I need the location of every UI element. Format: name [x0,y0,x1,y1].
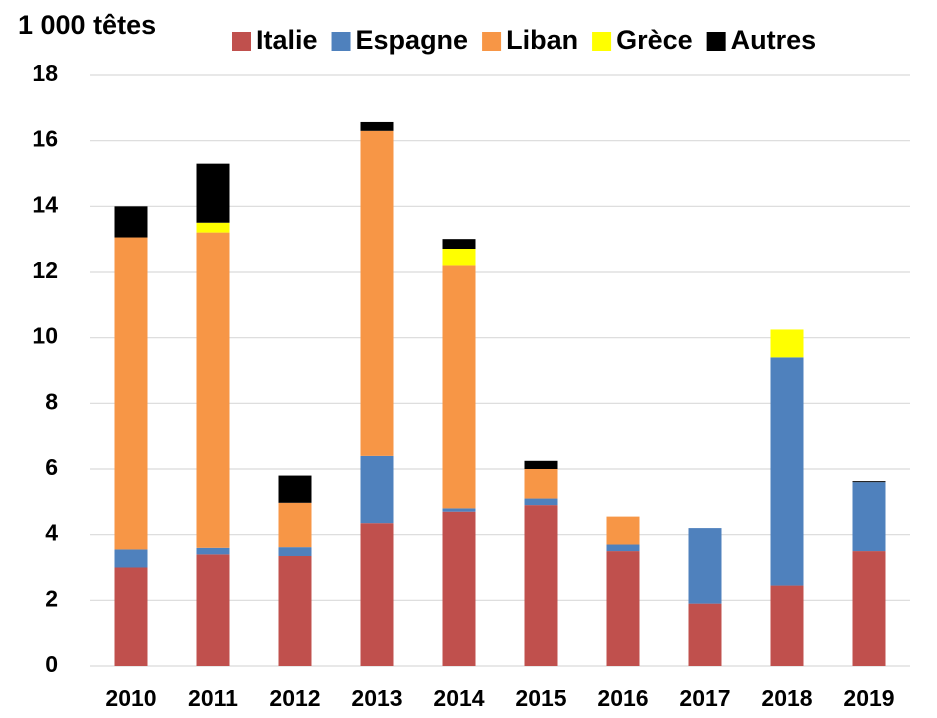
legend-swatch [482,32,502,51]
legend-swatch [232,32,251,51]
bar-segment [196,547,230,555]
bar-segment [196,222,230,233]
bar-segment [524,460,558,469]
bar-segment [770,329,804,358]
y-tick-label: 10 [32,323,58,349]
y-tick-label: 12 [32,257,58,283]
legend-swatch [592,32,612,51]
y-tick-label: 6 [45,454,58,480]
legend-swatch [706,32,726,51]
bar-segment [442,239,476,250]
legend-label: Autres [731,25,817,55]
x-tick-label: 2014 [433,685,484,711]
bar-segment [278,502,312,548]
bar-segment [360,121,394,131]
bar-segment [770,357,804,586]
x-tick-label: 2018 [761,685,812,711]
bar-segment [770,585,804,666]
bar-segment [442,249,476,266]
bar-segment [196,232,230,548]
x-tick-label: 2016 [597,685,648,711]
bar-segment [114,206,148,238]
y-tick-label: 16 [32,126,58,152]
y-axis-label: 1 000 têtes [18,10,156,40]
bar-segment [114,567,148,666]
bar-segment [442,265,476,509]
bar-segment [278,475,312,503]
y-tick-label: 0 [45,651,58,677]
legend: Italie Espagne Liban Grèce Autres [232,25,816,55]
x-tick-label: 2010 [105,685,156,711]
bar-segment [442,508,476,512]
bar-segment [196,554,230,666]
bar-segment [524,498,558,506]
y-tick-label: 18 [32,60,58,86]
bar-segment [360,455,394,524]
x-tick-label: 2017 [679,685,730,711]
bar-segment [852,481,886,483]
legend-label: Italie [256,25,318,55]
legend-swatch [331,32,351,51]
x-tick-label: 2015 [515,685,566,711]
legend-label: Espagne [356,25,469,55]
bar-segment [606,551,640,666]
bar-segment [606,544,640,552]
legend-label: Grèce [616,25,693,55]
x-tick-label: 2013 [351,685,402,711]
y-tick-label: 4 [45,520,58,546]
x-tick-label: 2019 [843,685,894,711]
bar-segment [114,549,148,568]
bar-segment [688,603,722,666]
bar-segment [524,505,558,666]
bar-segment [278,547,312,557]
y-tick-label: 14 [32,191,58,217]
bar-segment [442,511,476,666]
x-tick-label: 2012 [269,685,320,711]
bar-segment [688,528,722,604]
bar-segment [196,163,230,223]
y-tick-label: 2 [45,585,58,611]
bar-segment [606,516,640,545]
bar-segment [852,482,886,552]
y-tick-label: 8 [45,388,58,414]
bar-segment [114,237,148,550]
legend-label: Liban [506,25,578,55]
x-tick-label: 2011 [188,685,238,711]
bar-segment [278,556,312,666]
bar-segment [524,469,558,499]
bar-segment [360,523,394,666]
bar-segment [360,130,394,456]
bar-segment [852,551,886,666]
